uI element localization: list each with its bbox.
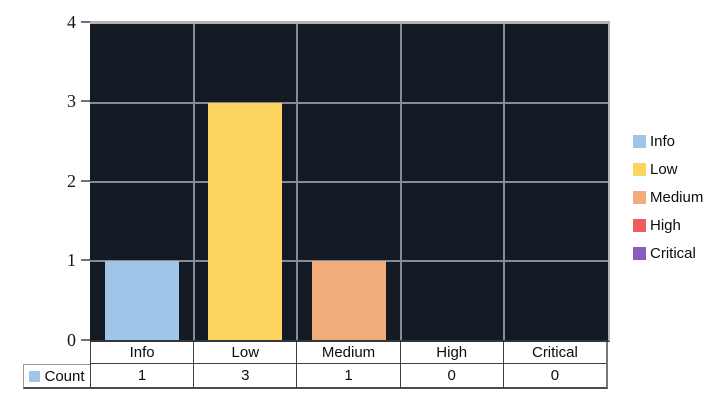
critical-swatch-icon <box>633 247 646 260</box>
y-tick-label-0: 0 <box>67 330 76 350</box>
category-label-high: High <box>400 342 504 364</box>
y-tick-label-2: 2 <box>67 171 76 191</box>
legend-label: Low <box>650 161 678 178</box>
bar-medium <box>312 261 386 340</box>
value-cell-info: 1 <box>91 364 195 387</box>
y-tick-mark <box>81 21 90 23</box>
high-swatch-icon <box>633 219 646 232</box>
gridline-y2 <box>90 181 608 183</box>
info-swatch-icon <box>633 135 646 148</box>
gridline-y3 <box>90 102 608 104</box>
count-series-swatch-icon <box>29 370 41 382</box>
series-row-header: Count <box>23 364 90 389</box>
legend-label: High <box>650 217 681 234</box>
value-cell-medium: 1 <box>297 364 401 387</box>
y-tick-label-1: 1 <box>67 250 76 270</box>
value-row: 1 3 1 0 0 <box>90 364 608 389</box>
y-tick-label-4: 4 <box>67 12 76 32</box>
legend-label: Critical <box>650 245 696 262</box>
category-label-row: Info Low Medium High Critical <box>90 342 608 364</box>
series-row-header-label: Count <box>44 367 85 385</box>
legend-item-critical: Critical <box>633 245 703 262</box>
value-cell-critical: 0 <box>503 364 607 387</box>
category-label-info: Info <box>91 342 195 364</box>
legend-label: Info <box>650 133 676 150</box>
legend-item-high: High <box>633 217 703 234</box>
bar-info <box>104 261 179 340</box>
bar-low <box>208 103 283 340</box>
gridline-x3 <box>399 24 402 340</box>
plot-area <box>90 21 610 342</box>
bars-layer <box>90 24 608 340</box>
legend-label: Medium <box>650 189 704 206</box>
gridline-x2 <box>296 24 299 340</box>
legend: Info Low Medium High Critical <box>633 133 703 262</box>
value-cell-low: 3 <box>194 364 298 387</box>
gridline-x1 <box>192 24 195 340</box>
legend-item-info: Info <box>633 133 703 150</box>
category-label-low: Low <box>194 342 298 364</box>
medium-swatch-icon <box>633 191 646 204</box>
gridline-x4 <box>503 24 506 340</box>
value-cell-high: 0 <box>400 364 504 387</box>
legend-item-low: Low <box>633 161 703 178</box>
y-tick-mark <box>81 100 90 102</box>
y-tick-mark <box>81 259 90 261</box>
category-label-medium: Medium <box>297 342 401 364</box>
low-swatch-icon <box>633 163 646 176</box>
y-tick-label-3: 3 <box>67 91 76 111</box>
category-label-critical: Critical <box>503 342 607 364</box>
y-tick-mark <box>81 180 90 182</box>
legend-item-medium: Medium <box>633 189 703 206</box>
y-tick-mark <box>81 339 90 341</box>
